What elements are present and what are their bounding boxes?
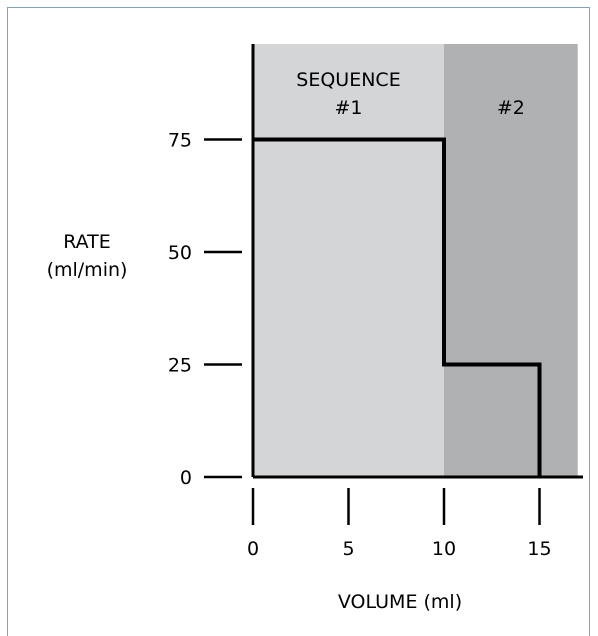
region-1-band: [253, 44, 444, 477]
y-axis-ticks: 0 25 50 75: [168, 130, 242, 489]
y-axis-label-line1: RATE: [63, 231, 111, 253]
x-tick-label-5: 5: [342, 538, 354, 560]
x-tick-label-10: 10: [432, 538, 456, 560]
region-2-label-line2: #2: [497, 97, 525, 119]
x-axis-ticks: 0 5 10 15: [247, 488, 552, 560]
y-tick-label-0: 0: [180, 467, 192, 489]
x-axis-label: VOLUME (ml): [338, 591, 462, 613]
figure-frame: [7, 7, 590, 636]
region-1-label-line1: SEQUENCE: [296, 69, 400, 91]
y-tick-label-75: 75: [168, 130, 192, 152]
y-tick-label-50: 50: [168, 242, 192, 264]
x-tick-label-0: 0: [247, 538, 259, 560]
y-tick-label-25: 25: [168, 355, 192, 377]
x-tick-label-15: 15: [527, 538, 551, 560]
sequence-regions: [253, 44, 578, 477]
y-axis-label-line2: (ml/min): [47, 259, 128, 281]
rate-step-line: [253, 137, 542, 477]
sequence-region-labels: SEQUENCE #1 #2: [296, 69, 525, 119]
region-1-label-line2: #1: [334, 97, 362, 119]
region-2-band: [444, 44, 578, 477]
